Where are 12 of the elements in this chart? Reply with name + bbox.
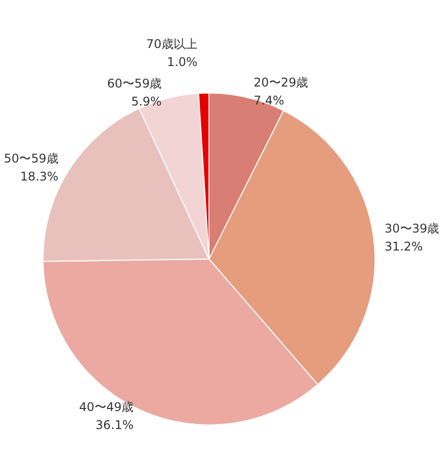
slice-label: 30〜39歳 (384, 222, 440, 236)
slice-label: 40〜49歳 (79, 400, 134, 414)
data-label: 18.3% (20, 169, 58, 184)
slice-label: 70歳以上 (146, 37, 198, 52)
data-label: 5.9% (131, 94, 162, 108)
data-label: 7.4% (254, 94, 284, 108)
data-label: 31.2% (384, 240, 423, 254)
data-label: 36.1% (96, 418, 134, 432)
slice-label: 50〜59歳 (4, 151, 58, 166)
slice-label: 60〜59歳 (107, 76, 162, 90)
data-label: 1.0% (167, 55, 198, 70)
slice-label: 20〜29歳 (254, 76, 308, 90)
